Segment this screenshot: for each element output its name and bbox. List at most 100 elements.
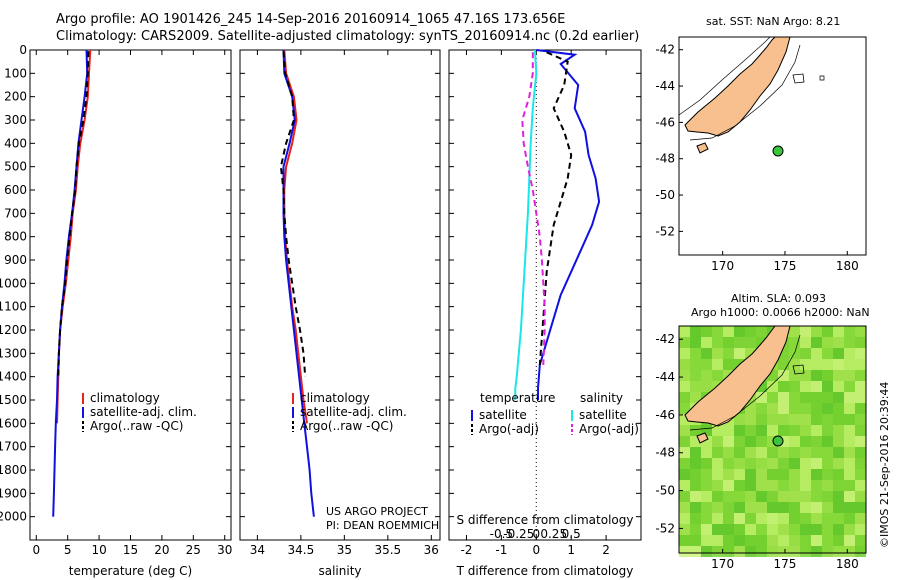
y-tick-label: 100 xyxy=(4,66,27,80)
sla-cell xyxy=(679,359,690,370)
sla-cell xyxy=(855,502,866,513)
sla-cell xyxy=(701,348,712,359)
sla-cell xyxy=(690,425,701,436)
sla-cell xyxy=(756,436,767,447)
chatham-contour xyxy=(819,75,825,81)
sla-cell xyxy=(800,491,811,502)
sla-cell xyxy=(811,403,822,414)
sla-cell xyxy=(855,513,866,524)
sla-cell xyxy=(844,546,855,557)
sla-cell xyxy=(844,502,855,513)
sla-cell xyxy=(734,513,745,524)
sla-cell xyxy=(800,502,811,513)
sla-cell xyxy=(745,535,756,546)
sla-cell xyxy=(679,491,690,502)
sla-cell xyxy=(690,359,701,370)
sla-cell xyxy=(745,425,756,436)
sla-cell xyxy=(778,469,789,480)
sla-cell xyxy=(756,326,767,337)
sla-cell xyxy=(690,480,701,491)
sla-cell xyxy=(789,480,800,491)
sla-cell xyxy=(844,447,855,458)
sla-cell xyxy=(811,535,822,546)
sla-cell xyxy=(778,535,789,546)
map-sla-title: Altim. SLA: 0.093 xyxy=(731,292,827,305)
sla-cell xyxy=(778,359,789,370)
sla-cell xyxy=(833,469,844,480)
legend-label: satellite xyxy=(579,408,627,422)
sla-cell xyxy=(767,403,778,414)
sla-cell xyxy=(855,436,866,447)
sla-cell xyxy=(701,337,712,348)
sla-cell xyxy=(833,337,844,348)
sla-cell xyxy=(723,469,734,480)
sla-cell xyxy=(789,414,800,425)
series-line-salinity-cyan-solid xyxy=(514,49,538,400)
sla-cell xyxy=(811,480,822,491)
sla-cell xyxy=(734,502,745,513)
sla-cell xyxy=(778,513,789,524)
sla-cell xyxy=(701,535,712,546)
sla-cell xyxy=(767,535,778,546)
sla-cell xyxy=(822,524,833,535)
sla-cell xyxy=(723,359,734,370)
map-y-tick-label: -46 xyxy=(655,408,675,422)
sla-cell xyxy=(811,502,822,513)
sla-cell xyxy=(712,502,723,513)
sla-cell xyxy=(800,403,811,414)
sla-cell xyxy=(690,458,701,469)
x-tick-label-2: 0 xyxy=(532,527,540,541)
x-tick-label: 10 xyxy=(91,543,106,557)
sla-cell xyxy=(734,458,745,469)
sla-cell xyxy=(745,337,756,348)
sla-cell xyxy=(723,513,734,524)
sla-cell xyxy=(756,491,767,502)
sla-cell xyxy=(745,436,756,447)
sla-cell xyxy=(723,447,734,458)
x-tick-label-2: -0.5 xyxy=(490,527,513,541)
sla-cell xyxy=(833,392,844,403)
sla-cell xyxy=(734,480,745,491)
map-sst-land xyxy=(678,36,825,154)
sla-cell xyxy=(800,513,811,524)
sla-cell xyxy=(701,502,712,513)
sla-cell xyxy=(833,403,844,414)
x-tick-label-2: -0.25 xyxy=(503,527,534,541)
sla-cell xyxy=(734,337,745,348)
sla-cell xyxy=(756,381,767,392)
sla-cell xyxy=(745,348,756,359)
sla-cell xyxy=(833,348,844,359)
sla-cell xyxy=(756,524,767,535)
sla-cell xyxy=(767,469,778,480)
y-tick-label: 1600 xyxy=(0,416,27,430)
sla-cell xyxy=(800,414,811,425)
south-island-land xyxy=(684,325,791,427)
series-line-temperature-blue-solid xyxy=(536,49,601,400)
sla-cell xyxy=(833,535,844,546)
x-tick-label: 20 xyxy=(154,543,169,557)
sla-cell xyxy=(701,458,712,469)
sla-cell xyxy=(822,436,833,447)
sla-cell xyxy=(712,359,723,370)
sla-cell xyxy=(712,469,723,480)
legend-label: satellite-adj. clim. xyxy=(90,405,197,419)
sla-cell xyxy=(679,337,690,348)
sla-cell xyxy=(822,491,833,502)
sla-cell xyxy=(723,337,734,348)
sla-cell xyxy=(800,326,811,337)
sla-cell xyxy=(822,348,833,359)
sla-cell xyxy=(690,392,701,403)
sla-cell xyxy=(844,436,855,447)
sla-cell xyxy=(723,348,734,359)
sla-cell xyxy=(844,480,855,491)
sla-cell xyxy=(789,436,800,447)
sla-cell xyxy=(833,480,844,491)
sla-cell xyxy=(844,359,855,370)
x-axis-label: temperature (deg C) xyxy=(69,564,192,578)
sla-cell xyxy=(822,480,833,491)
sla-cell xyxy=(844,535,855,546)
sla-cell xyxy=(800,447,811,458)
sla-cell xyxy=(679,436,690,447)
sla-cell xyxy=(712,337,723,348)
sla-cell xyxy=(679,502,690,513)
